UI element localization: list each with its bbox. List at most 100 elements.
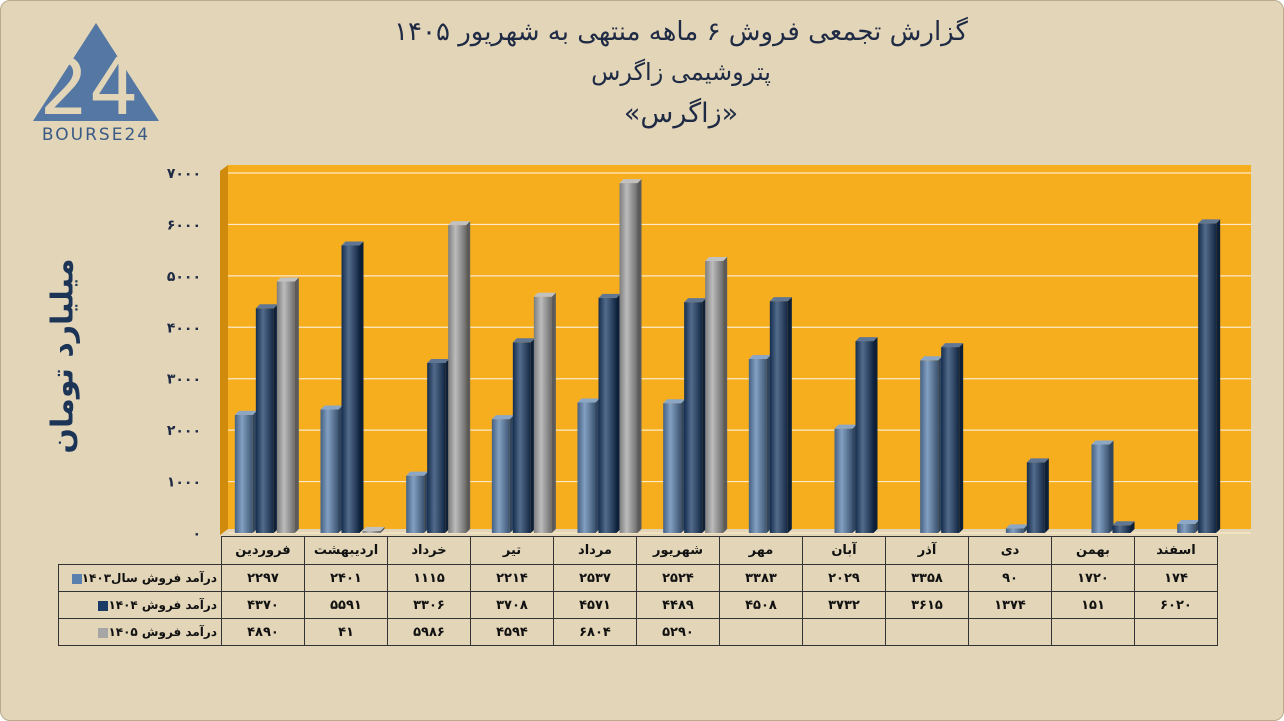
series-1404-bar — [341, 241, 364, 533]
x-tick-label: اردیبهشت — [304, 536, 388, 565]
legend-entry: درآمد فروش سال۱۴۰۳ — [58, 564, 222, 592]
series-1404-bar — [255, 304, 278, 533]
series-1404-bar — [598, 293, 621, 533]
bourse24-logo: 24 — [33, 23, 159, 133]
legend-label: درآمد فروش ۱۴۰۴ — [108, 598, 217, 612]
data-label — [719, 618, 803, 646]
series-1404-bar — [1026, 458, 1049, 533]
y-tick-label: ۲۰۰۰ — [167, 423, 201, 439]
series-1403-bar — [1005, 524, 1028, 533]
series-1403-bar — [834, 424, 857, 533]
series-1403-bar — [320, 405, 343, 533]
data-label: ۳۷۰۸ — [470, 591, 554, 619]
legend-swatch — [98, 600, 109, 611]
data-label: ۳۳۸۳ — [719, 564, 803, 592]
series-1404-bar — [512, 338, 535, 533]
chart-title: گزارش تجمعی فروش ۶ ماهه منتهی به شهریور … — [394, 17, 968, 47]
series-1404-bar — [1112, 521, 1135, 533]
data-label: ۲۲۱۴ — [470, 564, 554, 592]
data-label — [1134, 618, 1218, 646]
data-label: ۴۵۰۸ — [719, 591, 803, 619]
data-label: ۴۳۷۰ — [221, 591, 305, 619]
table-row: درآمد فروش ۱۴۰۵ ۴۸۹۰ ۴۱ ۵۹۸۶ ۴۵۹۴ ۶۸۰۴ ۵۲۹۰ — [58, 618, 1218, 646]
data-label: ۶۸۰۴ — [553, 618, 637, 646]
x-tick-label: تیر — [470, 536, 554, 565]
series-1403-bar — [491, 415, 514, 533]
series-1403-bar — [406, 471, 429, 533]
series-1403-bar — [1091, 440, 1114, 533]
series-1405-bar — [533, 292, 556, 533]
series-1404-bar — [941, 343, 964, 533]
data-label: ۱۷۲۰ — [1051, 564, 1135, 592]
table-row: درآمد فروش ۱۴۰۴ ۴۳۷۰ ۵۵۹۱ ۳۳۰۶ ۳۷۰۸ ۴۵۷۱ ۴۴۸۹ ۴… — [58, 591, 1218, 619]
series-1405-bar — [276, 277, 299, 533]
legend-label: درآمد فروش سال۱۴۰۳ — [81, 571, 217, 585]
data-label: ۴۸۹۰ — [221, 618, 305, 646]
data-label: ۴۱ — [304, 618, 388, 646]
data-label — [968, 618, 1052, 646]
series-1403-bar — [234, 410, 257, 533]
x-tick-label: آبان — [802, 536, 886, 565]
chart-subtitle-symbol: «زاگرس» — [623, 98, 739, 129]
legend-entry: درآمد فروش ۱۴۰۴ — [58, 591, 222, 619]
y-tick-label: ۰ — [192, 526, 201, 541]
data-label: ۳۳۵۸ — [885, 564, 969, 592]
legend-swatch — [98, 627, 109, 638]
x-tick-label: مرداد — [553, 536, 637, 565]
series-1404-bar — [855, 337, 878, 533]
y-tick-label: ۵۰۰۰ — [167, 269, 201, 285]
data-label: ۲۵۲۴ — [636, 564, 720, 592]
x-tick-label: دی — [968, 536, 1052, 565]
data-label: ۴۵۹۴ — [470, 618, 554, 646]
data-label: ۳۶۱۵ — [885, 591, 969, 619]
data-label: ۵۲۹۰ — [636, 618, 720, 646]
data-label — [1051, 618, 1135, 646]
data-label: ۲۰۲۹ — [802, 564, 886, 592]
series-1404-bar — [1198, 219, 1221, 533]
x-tick-label: شهریور — [636, 536, 720, 565]
table-corner — [58, 536, 222, 565]
legend-entry: درآمد فروش ۱۴۰۵ — [58, 618, 222, 646]
data-label: ۲۴۰۱ — [304, 564, 388, 592]
x-tick-label: آذر — [885, 536, 969, 565]
y-tick-label: ۶۰۰۰ — [167, 217, 201, 233]
table-row: درآمد فروش سال۱۴۰۳ ۲۲۹۷ ۲۴۰۱ ۱۱۱۵ ۲۲۱۴ ۲۵۳۷ ۲۵… — [58, 564, 1218, 592]
plot-area — [228, 165, 1251, 529]
logo-mark: 24 — [39, 43, 138, 133]
data-label: ۲۵۳۷ — [553, 564, 637, 592]
data-table: فروردین اردیبهشت خرداد تیر مرداد شهریور مهر آبا… — [58, 536, 1218, 646]
series-1403-bar — [1177, 520, 1200, 533]
data-label: ۵۵۹۱ — [304, 591, 388, 619]
x-tick-label: بهمن — [1051, 536, 1135, 565]
series-1404-bar — [684, 298, 707, 533]
data-label: ۳۷۳۲ — [802, 591, 886, 619]
series-1404-bar — [427, 358, 450, 533]
data-label: ۱۵۱ — [1051, 591, 1135, 619]
x-tick-label: مهر — [719, 536, 803, 565]
data-label: ۱۱۱۵ — [387, 564, 471, 592]
chart-subtitle-company: پتروشیمی زاگرس — [591, 58, 771, 86]
series-1405-bar — [705, 256, 728, 533]
data-label: ۶۰۲۰ — [1134, 591, 1218, 619]
data-label: ۴۵۷۱ — [553, 591, 637, 619]
series-1405-bar — [448, 221, 471, 534]
y-tick-label: ۴۰۰۰ — [167, 320, 201, 336]
bar-chart: ۰ ۱۰۰۰ ۲۰۰۰ ۳۰۰۰ ۴۰۰۰ ۵۰۰۰ ۶۰۰۰ ۷۰۰۰ — [167, 165, 1251, 541]
series-1403-bar — [577, 398, 600, 533]
data-label: ۱۷۴ — [1134, 564, 1218, 592]
x-tick-label: خرداد — [387, 536, 471, 565]
series-1404-bar — [769, 297, 792, 533]
series-1403-bar — [748, 355, 771, 533]
data-label: ۵۹۸۶ — [387, 618, 471, 646]
logo-text: BOURSE24 — [41, 125, 151, 145]
x-tick-label: فروردین — [221, 536, 305, 565]
data-label: ۴۴۸۹ — [636, 591, 720, 619]
y-tick-label: ۷۰۰۰ — [167, 166, 201, 182]
data-label: ۹۰ — [968, 564, 1052, 592]
data-label: ۱۳۷۴ — [968, 591, 1052, 619]
series-1405-bar — [619, 179, 642, 533]
data-label — [885, 618, 969, 646]
legend-swatch — [71, 573, 82, 584]
x-tick-label: اسفند — [1134, 536, 1218, 565]
